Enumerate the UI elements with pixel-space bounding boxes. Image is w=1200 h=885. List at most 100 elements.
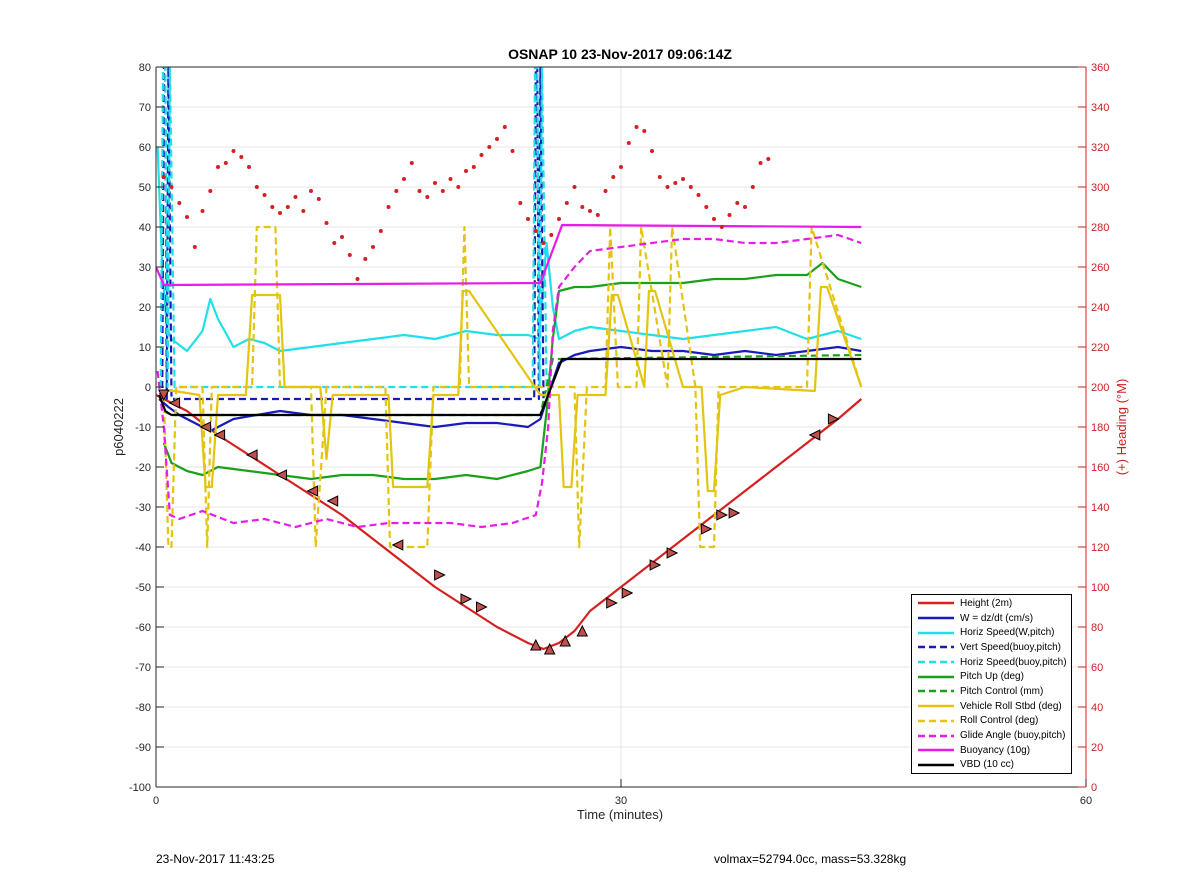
legend-swatch — [918, 646, 954, 649]
series-line-horiz-speed-w-pitch — [156, 146, 862, 353]
legend-swatch — [918, 763, 954, 767]
heading-point — [355, 277, 360, 281]
heading-point — [192, 245, 197, 249]
heading-point — [526, 217, 530, 221]
heading-point — [386, 205, 391, 209]
heading-point — [324, 221, 329, 225]
x-axis-label: Time (minutes) — [577, 807, 663, 822]
height-marker — [476, 601, 488, 613]
y-tick-label: 10 — [139, 342, 151, 354]
series-line-vehicle-roll-stbd-deg — [160, 285, 863, 493]
height-marker — [700, 523, 713, 535]
legend-entry: Horiz Speed(buoy,pitch) — [912, 655, 1071, 670]
legend-label: Pitch Control (mm) — [960, 685, 1044, 697]
y2-tick-label: 280 — [1091, 222, 1109, 234]
legend: Height (2m) W = dz/dt (cm/s) Horiz Speed(W… — [911, 594, 1072, 774]
height-marker — [434, 569, 446, 581]
y-tick-label: -20 — [135, 462, 151, 474]
series-line-w-dz-dt-cm-s — [158, 345, 862, 433]
y-tick-label: 40 — [139, 222, 151, 234]
heading-point — [673, 181, 678, 185]
height-marker — [245, 449, 258, 461]
y2-tick-label: 80 — [1091, 622, 1103, 634]
chart-title: OSNAP 10 23-Nov-2017 09:06:14Z — [508, 46, 732, 62]
heading-point — [510, 149, 515, 153]
heading-point — [712, 217, 716, 221]
heading-point — [378, 229, 383, 233]
heading-point — [611, 175, 616, 179]
heading-point — [161, 175, 166, 179]
legend-label: VBD (10 cc) — [960, 759, 1014, 771]
heading-point — [743, 205, 747, 209]
y-tick-label: -70 — [135, 662, 151, 674]
y2-tick-label: 300 — [1091, 182, 1109, 194]
legend-entry: Vert Speed(buoy,pitch) — [912, 640, 1071, 655]
series-line-pitch-up-deg — [162, 261, 862, 481]
height-marker — [716, 509, 728, 521]
y2-tick-label: 100 — [1091, 582, 1109, 594]
footer-info: volmax=52794.0cc, mass=53.328kg — [714, 852, 907, 866]
heading-point — [301, 209, 306, 213]
heading-point — [440, 189, 445, 193]
y2-tick-label: 40 — [1091, 702, 1103, 714]
height-marker — [666, 547, 679, 559]
heading-point — [836, 0, 840, 2]
heading-point — [402, 177, 406, 181]
series-line-glide-angle-buoy-pitch — [156, 233, 862, 529]
height-marker — [728, 507, 741, 519]
height-marker — [391, 539, 404, 551]
height-marker — [543, 642, 556, 655]
x-tick-label: 0 — [153, 795, 159, 807]
y2-tick-label: 160 — [1091, 462, 1109, 474]
heading-point — [665, 185, 670, 189]
legend-label: Buoyancy (10g) — [960, 744, 1031, 756]
heading-point — [340, 235, 344, 239]
heading-point — [750, 185, 755, 189]
series-group — [156, 0, 863, 655]
legend-swatch — [918, 748, 954, 752]
heading-point — [758, 161, 763, 165]
legend-label: Height (2m) — [960, 597, 1013, 609]
y-tick-label: 0 — [145, 382, 151, 394]
heading-point — [572, 185, 577, 189]
heading-point — [634, 125, 639, 129]
heading-point — [766, 157, 771, 161]
height-marker — [606, 597, 618, 609]
height-marker — [621, 587, 634, 599]
y-tick-label: 20 — [139, 302, 151, 314]
heading-point — [208, 189, 213, 193]
height-marker — [529, 638, 542, 651]
y-tick-label: -100 — [129, 782, 151, 794]
heading-point — [790, 0, 794, 2]
legend-swatch — [918, 719, 954, 723]
heading-point — [247, 165, 251, 169]
heading-point — [309, 189, 313, 193]
legend-label: Vert Speed(buoy,pitch) — [960, 641, 1061, 653]
height-marker — [460, 593, 473, 605]
x-tick-label: 30 — [615, 795, 627, 807]
heading-point — [603, 189, 608, 193]
height-marker — [559, 634, 572, 647]
height-marker — [168, 397, 181, 409]
y-tick-label: -40 — [135, 542, 151, 554]
legend-entry: Pitch Up (deg) — [912, 669, 1071, 684]
series-line-horiz-speed-buoy-pitch — [159, 67, 548, 389]
heading-point — [347, 253, 352, 257]
legend-entry: Glide Angle (buoy,pitch) — [912, 728, 1071, 743]
heading-point — [541, 241, 546, 245]
legend-entry: Pitch Control (mm) — [912, 684, 1071, 699]
legend-swatch — [918, 631, 954, 634]
heading-point — [223, 161, 228, 165]
height-marker — [576, 624, 589, 637]
y2-tick-label: 180 — [1091, 422, 1109, 434]
legend-swatch — [918, 675, 954, 679]
heading-point — [169, 185, 174, 189]
y2-axis-label: (+) Heading (°M) — [1114, 379, 1129, 476]
heading-point — [619, 165, 623, 169]
heading-point — [657, 175, 662, 179]
y-tick-label: -60 — [135, 622, 151, 634]
y2-tick-label: 220 — [1091, 342, 1109, 354]
heading-point — [564, 201, 569, 205]
heading-point — [200, 209, 205, 213]
height-marker — [199, 421, 212, 433]
